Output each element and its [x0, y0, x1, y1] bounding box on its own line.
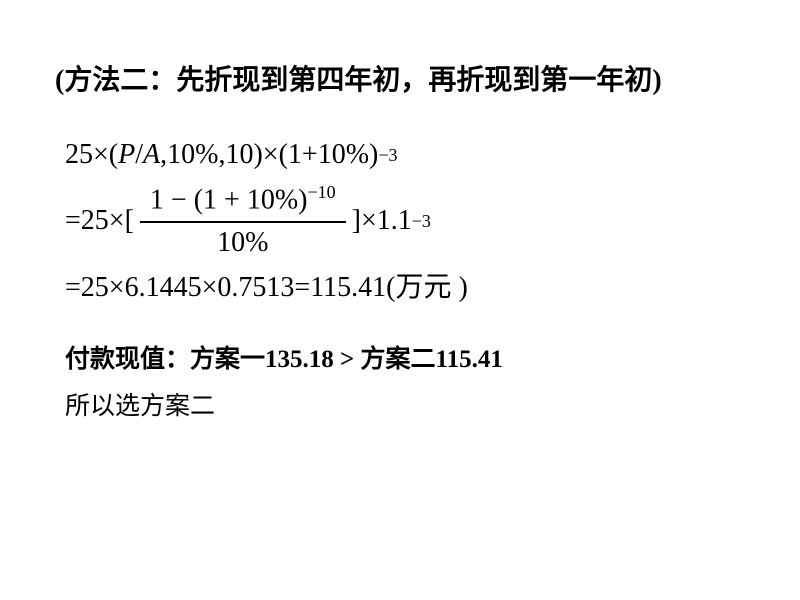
f3-eq: =: [65, 270, 81, 306]
f2-times: ×: [109, 203, 125, 239]
f1-pct: 10%): [318, 137, 379, 173]
f3-t1: ×: [109, 270, 125, 306]
f1-times2: ×: [263, 137, 279, 173]
f3-b: 6.1445: [125, 270, 202, 306]
f3-result: 115.41: [310, 270, 386, 306]
formula-line-3: = 25 × 6.1445 × 0.7513 = 115.41 (万元 ): [65, 270, 745, 306]
fn-minus: −: [171, 185, 187, 216]
formula-line-1: 25 × ( P / A ,10%,10 ) × (1 + 10%) −3: [65, 137, 745, 173]
f3-eq2: =: [294, 270, 310, 306]
f2-exp: −3: [412, 210, 431, 233]
f1-base: (1: [279, 137, 302, 173]
f1-po: (: [109, 137, 118, 173]
fn-b: (1: [194, 185, 217, 216]
f1-plus: +: [302, 137, 318, 173]
f3-t2: ×: [202, 270, 218, 306]
conclusion-line-1: 付款现值：方案一135.18 > 方案二115.41: [55, 336, 745, 384]
f2-times2: ×: [361, 203, 377, 239]
f2-eq: =: [65, 203, 81, 239]
f2-bo: [: [125, 203, 134, 239]
f2-base: 1.1: [377, 203, 412, 239]
f2-bc: ]: [352, 203, 361, 239]
f3-a: 25: [81, 270, 109, 306]
frac-denominator: 10%: [217, 223, 268, 261]
f1-pc: ): [253, 137, 262, 173]
fn-exp: −10: [308, 182, 336, 202]
conclusion-line-2: 所以选方案二: [55, 383, 745, 431]
formula-block: 25 × ( P / A ,10%,10 ) × (1 + 10%) −3 = …: [55, 137, 745, 306]
f3-c: 0.7513: [217, 270, 294, 306]
f1-slash: /: [135, 137, 143, 173]
f1-args: ,10%,10: [160, 137, 253, 173]
method-heading: (方法二：先折现到第四年初，再折现到第一年初): [55, 60, 745, 102]
f3-unit: (万元 ): [386, 270, 468, 306]
f1-P: P: [118, 137, 135, 173]
fn-1: 1: [150, 185, 164, 216]
f1-times: ×: [93, 137, 109, 173]
f1-exp: −3: [378, 144, 397, 167]
frac-numerator: 1 − (1 + 10%)−10: [140, 181, 346, 223]
fn-plus: +: [224, 185, 240, 216]
f1-A: A: [143, 137, 160, 173]
f2-25: 25: [81, 203, 109, 239]
formula-line-2: = 25 × [ 1 − (1 + 10%)−10 10% ] × 1.1 −3: [65, 181, 745, 261]
fraction: 1 − (1 + 10%)−10 10%: [140, 181, 346, 261]
f1-25: 25: [65, 137, 93, 173]
fn-c: 10%): [247, 185, 308, 216]
